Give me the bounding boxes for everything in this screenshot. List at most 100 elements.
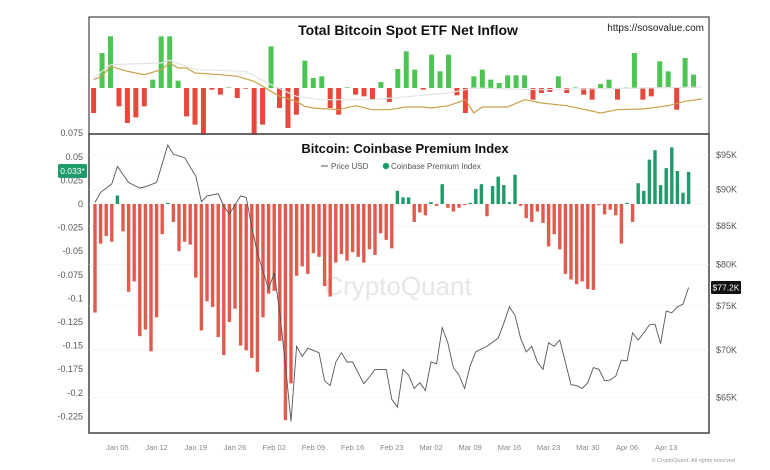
current-price-tag-bg — [711, 280, 741, 294]
premium-bar — [306, 204, 310, 274]
premium-bar — [126, 204, 131, 292]
premium-bar — [462, 204, 467, 206]
premium-bar — [535, 204, 540, 212]
premium-bar — [378, 204, 383, 234]
premium-bar — [474, 188, 478, 204]
cryptoquant-watermark: CryptoQuant — [324, 271, 472, 301]
premium-bar — [670, 147, 674, 204]
current-premium-tag: 0.033* — [58, 164, 87, 178]
premium-panel-frame — [88, 133, 710, 434]
etf-bar — [581, 88, 587, 95]
premium-bar — [558, 204, 562, 250]
premium-bar — [255, 204, 260, 373]
premium-bar — [569, 204, 573, 280]
right-axis-tick-label: $80K — [716, 260, 737, 270]
premium-bar — [468, 202, 472, 204]
premium-bars — [93, 147, 691, 421]
etf-bar — [505, 75, 511, 88]
premium-bar — [356, 204, 360, 257]
etf-bar — [682, 58, 688, 88]
premium-bar — [216, 204, 220, 338]
right-axis-tick-label: $95K — [716, 150, 737, 160]
premium-bar — [658, 185, 663, 204]
etf-inflow-panel: Total Bitcoin Spot ETF Net Inflow https:… — [88, 16, 710, 135]
x-axis-tick-label: Feb 02 — [263, 443, 286, 452]
premium-bar — [266, 204, 271, 294]
premium-bar — [177, 204, 181, 252]
premium-bar — [518, 204, 523, 206]
etf-bar — [665, 71, 671, 88]
premium-bar — [541, 204, 545, 223]
etf-bar — [572, 87, 578, 88]
right-axis-ticks: $95K $90K $85K $80K $75K $70K $65K — [716, 150, 737, 402]
x-axis-ticks: Jan 05 Jan 12 Jan 19 Jan 26 Feb 02 Feb 09 Feb … — [106, 443, 677, 452]
right-axis-tick-label: $75K — [716, 301, 737, 311]
x-axis-tick-label: Mar 30 — [576, 443, 599, 452]
premium-bar — [681, 192, 685, 204]
x-axis-tick-label: Jan 19 — [185, 443, 208, 452]
premium-bar — [166, 202, 170, 204]
etf-bar — [99, 53, 105, 88]
left-axis-tick-label: -0.175 — [57, 364, 83, 374]
etf-bar — [217, 88, 223, 95]
premium-bar — [110, 204, 114, 242]
current-premium-value: 0.033* — [60, 166, 85, 176]
etf-bar — [606, 79, 612, 88]
premium-bar — [98, 204, 103, 244]
premium-bar — [188, 204, 192, 245]
legend-premium-index: Coinbase Premium Index — [391, 162, 481, 171]
left-axis-tick-label: -0.15 — [62, 341, 83, 351]
etf-bar — [344, 87, 350, 88]
premium-bar — [647, 159, 652, 204]
premium-bar — [93, 204, 97, 313]
premium-bar — [524, 204, 528, 219]
premium-bar — [121, 204, 125, 232]
premium-bar — [429, 202, 433, 204]
etf-bar — [302, 60, 308, 88]
etf-bar — [369, 88, 375, 100]
premium-bar — [160, 204, 164, 235]
premium-bar — [294, 204, 299, 276]
premium-bar — [440, 184, 444, 204]
premium-bar — [250, 204, 254, 358]
etf-bar — [285, 88, 291, 128]
etf-bar — [133, 88, 139, 118]
premium-bar — [530, 204, 534, 222]
etf-source-label: https://sosovalue.com — [607, 23, 704, 34]
etf-bar — [268, 46, 274, 88]
premium-bar — [199, 204, 204, 331]
premium-bar — [362, 204, 366, 263]
left-axis-tick-label: 0 — [78, 199, 83, 209]
premium-bar — [675, 170, 680, 204]
etf-bar — [674, 88, 680, 110]
premium-bar — [418, 204, 422, 213]
etf-bar — [327, 88, 333, 108]
legend-premium-dot-icon — [382, 162, 390, 170]
etf-bar — [513, 75, 519, 88]
premium-bar — [339, 204, 344, 255]
etf-bar — [141, 88, 147, 107]
premium-index-panel: CryptoQuant Bitcoin: Coinbase Premium In… — [57, 128, 741, 464]
premium-bar — [283, 204, 288, 421]
x-axis-tick-label: Apr 13 — [655, 443, 677, 452]
current-premium-tag-bg — [58, 164, 87, 178]
premium-bar — [653, 150, 657, 204]
premium-bar — [227, 204, 232, 322]
premium-bar — [373, 204, 377, 255]
current-price-value: $77.2K — [713, 282, 740, 292]
premium-bar — [278, 204, 282, 341]
x-axis-tick-label: Mar 23 — [537, 443, 560, 452]
premium-bar — [552, 204, 556, 235]
premium-bar — [171, 204, 176, 222]
right-axis-tick-label: $85K — [716, 221, 737, 231]
left-axis-tick-label: -0.075 — [57, 270, 83, 280]
premium-bar — [614, 204, 618, 216]
etf-bar — [336, 88, 342, 115]
premium-bar — [345, 204, 349, 261]
premium-bar — [490, 186, 495, 204]
premium-bar — [423, 204, 428, 216]
x-axis-tick-label: Feb 23 — [380, 443, 403, 452]
left-axis-ticks: 0.075 0.05 0.025 0 -0.025 -0.05 -0.075 -0.1 -0.1… — [57, 128, 83, 421]
x-axis-tick-label: Mar 02 — [419, 443, 442, 452]
premium-bar — [233, 204, 237, 309]
